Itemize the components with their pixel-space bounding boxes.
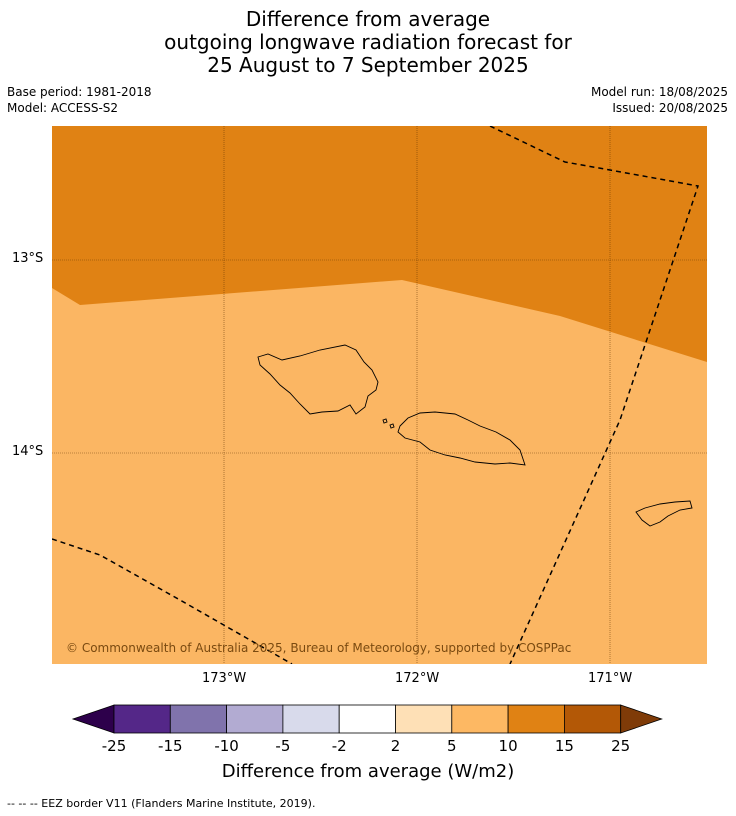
colorbar-swatch <box>451 704 509 734</box>
lon-label-173w: 173°W <box>202 671 247 686</box>
colorbar-tick-label: -10 <box>214 737 239 755</box>
base-period: Base period: 1981-2018 <box>7 85 152 99</box>
colorbar-tick-label: -5 <box>275 737 291 755</box>
colorbar-tick-label: 25 <box>611 737 631 755</box>
meta-right: Model run: 18/08/2025 Issued: 20/08/2025 <box>591 84 728 116</box>
colorbar-tick-label: -2 <box>331 737 347 755</box>
upolu-island <box>397 411 526 466</box>
lat-label-14s: 14°S <box>12 444 44 459</box>
colorbar-tick-label: -15 <box>158 737 183 755</box>
colorbar-swatch <box>282 704 340 734</box>
lat-label-13s: 13°S <box>12 251 44 266</box>
colorbar-low-arrow <box>71 704 115 734</box>
manono-island <box>382 418 388 424</box>
colorbar-swatch <box>564 704 622 734</box>
colorbar-swatch <box>338 704 396 734</box>
colorbar-tick-label: -25 <box>101 737 127 755</box>
colorbar-swatch <box>169 704 228 734</box>
lon-label-172w: 172°W <box>395 671 440 686</box>
copyright-notice: © Commonwealth of Australia 2025, Bureau… <box>66 641 572 655</box>
map-panel <box>52 126 707 664</box>
eez-border <box>52 126 699 664</box>
graticule <box>52 126 707 664</box>
colorbar-tick-label: 2 <box>390 737 401 755</box>
lon-label-171w: 171°W <box>588 671 633 686</box>
apolima-island <box>389 423 395 429</box>
eez-footnote: -- -- -- EEZ border V11 (Flanders Marine… <box>7 797 316 810</box>
colorbar <box>71 704 663 734</box>
colorbar-swatch <box>395 704 453 734</box>
colorbar-high-arrow <box>620 704 663 734</box>
savaii-island <box>257 344 379 415</box>
issued-date: Issued: 20/08/2025 <box>612 101 728 115</box>
colorbar-title: Difference from average (W/m2) <box>221 761 515 782</box>
colorbar-swatch <box>226 704 284 734</box>
meta-left: Base period: 1981-2018 Model: ACCESS-S2 <box>7 84 152 116</box>
colorbar-swatch <box>507 704 565 734</box>
coastlines <box>257 344 693 527</box>
anomaly-10-15-region <box>52 126 707 362</box>
colorbar-tick-label: 10 <box>498 737 518 755</box>
colorbar-swatch <box>113 704 171 734</box>
model-name: Model: ACCESS-S2 <box>7 101 119 115</box>
title-line-1: Difference from average <box>245 7 491 31</box>
colorbar-tick-label: 15 <box>554 737 574 755</box>
colorbar-tick-label: 5 <box>447 737 457 755</box>
title-line-2: outgoing longwave radiation forecast for <box>164 30 572 54</box>
model-run: Model run: 18/08/2025 <box>590 85 728 99</box>
title-line-3: 25 August to 7 September 2025 <box>207 53 529 77</box>
tutuila-island <box>635 500 693 527</box>
map-title: Difference from average outgoing longwav… <box>0 8 736 77</box>
